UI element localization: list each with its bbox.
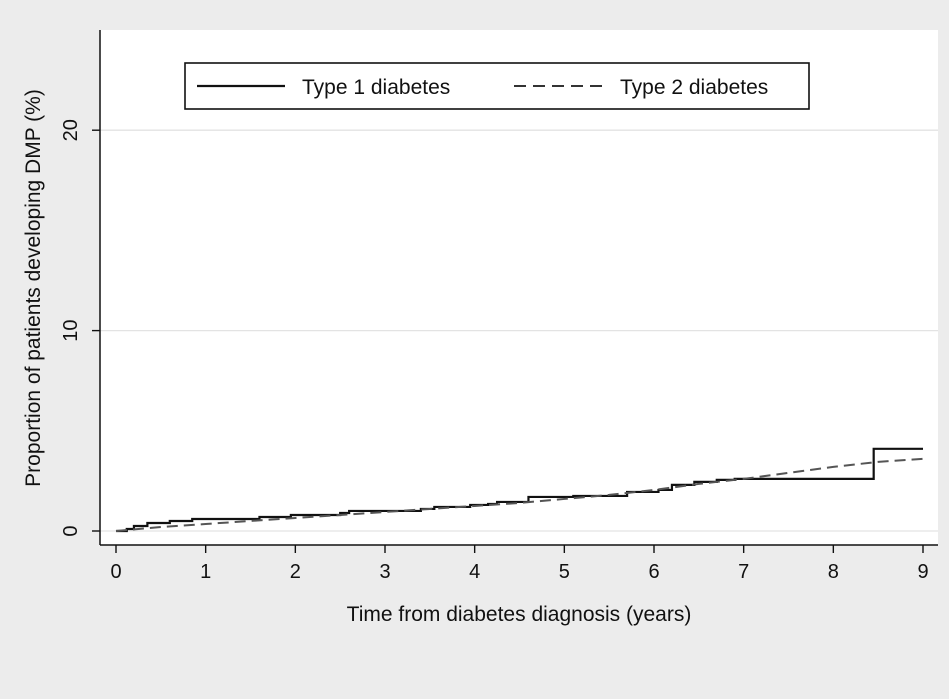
axes	[99, 30, 938, 546]
x-tick-label-0: 0	[110, 561, 121, 583]
x-tick-label-6: 6	[648, 561, 659, 583]
legend: Type 1 diabetes Type 2 diabetes	[184, 62, 810, 110]
series-layer	[115, 447, 924, 533]
x-tick-label-3: 3	[379, 561, 390, 583]
x-tick-label-9: 9	[917, 561, 928, 583]
y-tick-label-0: 0	[60, 525, 82, 536]
plot-area	[100, 30, 938, 545]
y-axis-title: Proportion of patients developing DMP (%…	[22, 89, 45, 487]
ticks: 0 1 2 3 4 5 6 7 8 9 0 10 20	[60, 119, 929, 583]
x-tick-label-7: 7	[738, 561, 749, 583]
y-tick-label-10: 10	[60, 319, 82, 341]
x-tick-label-4: 4	[469, 561, 480, 583]
y-tick-label-20: 20	[60, 119, 82, 141]
x-tick-label-2: 2	[290, 561, 301, 583]
x-tick-label-8: 8	[828, 561, 839, 583]
legend-box	[184, 62, 810, 110]
x-tick-label-5: 5	[559, 561, 570, 583]
legend-label-type1: Type 1 diabetes	[302, 76, 450, 99]
grid-lines	[100, 129, 938, 532]
x-tick-label-1: 1	[200, 561, 211, 583]
x-axis-title: Time from diabetes diagnosis (years)	[347, 603, 692, 626]
legend-label-type2: Type 2 diabetes	[620, 76, 768, 99]
